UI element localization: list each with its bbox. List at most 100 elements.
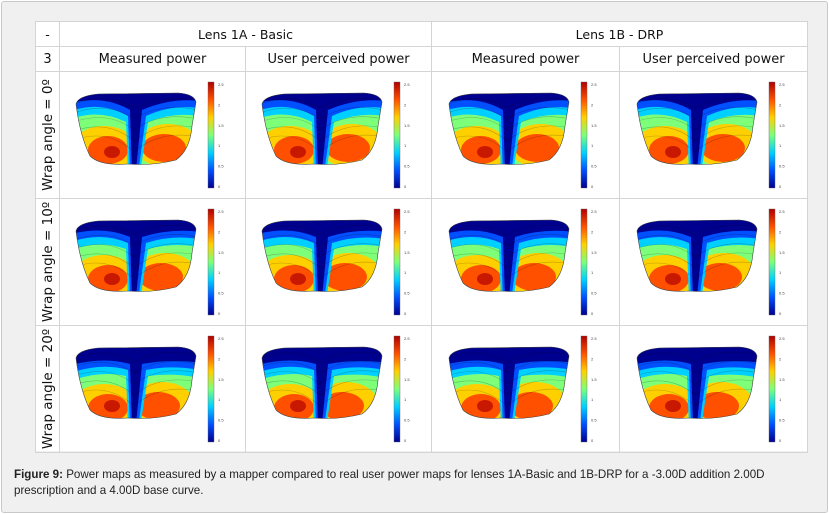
colorbar-tick-label: 0.5 (218, 418, 224, 423)
power-map-cell: 2.5 2 1.5 1 0.5 0 (59, 198, 246, 326)
colorbar-tick-label: 1.5 (591, 250, 597, 255)
colorbar-tick-label: 1 (591, 143, 594, 148)
colorbar-tick-label: 0 (779, 311, 782, 316)
colorbar-tick-label: 1 (218, 397, 221, 402)
colorbar-tick-label: 0 (591, 438, 594, 443)
colorbar-tick-label: 2.5 (591, 82, 597, 87)
figure-caption: Figure 9: Power maps as measured by a ma… (14, 467, 819, 499)
colorbar-tick-label: 1.5 (779, 377, 785, 382)
colorbar-tick-label: 0.5 (218, 291, 224, 296)
colorbar-tick-label: 2.5 (779, 82, 785, 87)
colorbar-tick-label: 1 (404, 397, 407, 402)
row-label: Wrap angle = 10º (39, 201, 56, 323)
power-map-image: 2.5 2 1.5 1 0.5 0 (75, 81, 224, 189)
lens-1b-header: Lens 1B - DRP (431, 21, 808, 47)
colorbar-tick-label: 1.5 (779, 123, 785, 128)
colorbar-tick-label: 0.5 (779, 164, 785, 169)
colorbar-tick-label: 1 (404, 270, 407, 275)
colorbar-tick-label: 2 (779, 102, 782, 107)
power-map-cell: 2.5 2 1.5 1 0.5 0 (619, 198, 808, 326)
colorbar-tick-label: 1 (779, 143, 782, 148)
power-map-cell: 2.5 2 1.5 1 0.5 0 (619, 71, 808, 199)
power-map-cell: 2.5 2 1.5 1 0.5 0 (59, 71, 246, 199)
power-map-image: 2.5 2 1.5 1 0.5 0 (636, 335, 785, 443)
colorbar-tick-label: 0 (404, 184, 407, 189)
colorbar-tick-label: 1.5 (404, 123, 410, 128)
lens-1a-header: Lens 1A - Basic (59, 21, 432, 47)
colorbar-tick-label: 1.5 (218, 377, 224, 382)
power-map-image: 2.5 2 1.5 1 0.5 0 (448, 208, 597, 316)
power-map-cell: 2.5 2 1.5 1 0.5 0 (245, 198, 432, 326)
figure-panel: - Lens 1A - Basic Lens 1B - DRP 3 Measur… (35, 21, 808, 453)
colorbar-tick-label: 2.5 (404, 209, 410, 214)
colorbar-tick-label: 0 (218, 311, 221, 316)
row-label-cell: Wrap angle = 0º (35, 71, 60, 199)
colorbar-tick-label: 2 (218, 102, 221, 107)
power-map-cell: 2.5 2 1.5 1 0.5 0 (245, 71, 432, 199)
colorbar-tick-label: 2 (779, 229, 782, 234)
row-label: Wrap angle = 0º (39, 79, 56, 191)
colorbar-tick-label: 1.5 (404, 377, 410, 382)
colorbar-tick-label: 0.5 (404, 291, 410, 296)
colorbar-tick-label: 0.5 (404, 164, 410, 169)
colorbar-tick-label: 2 (404, 356, 407, 361)
colorbar-tick-label: 0 (218, 438, 221, 443)
colorbar-tick-label: 2.5 (218, 82, 224, 87)
column-header: Measured power (431, 46, 620, 72)
colorbar-tick-label: 2 (591, 356, 594, 361)
caption-label: Figure 9: (14, 468, 63, 481)
colorbar-tick-label: 2.5 (779, 336, 785, 341)
row-label-cell: Wrap angle = 10º (35, 198, 60, 326)
colorbar-tick-label: 0.5 (591, 418, 597, 423)
row-label-cell: Wrap angle = 20º (35, 325, 60, 453)
colorbar-tick-label: 0 (779, 184, 782, 189)
colorbar-tick-label: 0.5 (591, 291, 597, 296)
colorbar-tick-label: 0.5 (404, 418, 410, 423)
colorbar-tick-label: 1.5 (591, 377, 597, 382)
colorbar-tick-label: 1 (779, 270, 782, 275)
power-map-image: 2.5 2 1.5 1 0.5 0 (261, 335, 410, 443)
colorbar-tick-label: 1.5 (218, 250, 224, 255)
colorbar-tick-label: 2.5 (218, 209, 224, 214)
colorbar-tick-label: 1 (218, 143, 221, 148)
power-map-image: 2.5 2 1.5 1 0.5 0 (448, 81, 597, 189)
colorbar-tick-label: 0 (404, 438, 407, 443)
power-map-image: 2.5 2 1.5 1 0.5 0 (261, 208, 410, 316)
corner-row2-cell: 3 (35, 46, 60, 72)
column-header: Measured power (59, 46, 246, 72)
colorbar-tick-label: 0.5 (591, 164, 597, 169)
colorbar-tick-label: 2.5 (591, 336, 597, 341)
colorbar-tick-label: 0 (591, 184, 594, 189)
colorbar-tick-label: 0.5 (218, 164, 224, 169)
colorbar-tick-label: 2.5 (218, 336, 224, 341)
power-map-image: 2.5 2 1.5 1 0.5 0 (636, 81, 785, 189)
row-label: Wrap angle = 20º (39, 328, 56, 450)
colorbar-tick-label: 1 (404, 143, 407, 148)
colorbar-tick-label: 2.5 (404, 336, 410, 341)
corner-top-cell: - (35, 21, 60, 47)
colorbar-tick-label: 2 (218, 356, 221, 361)
colorbar-tick-label: 2 (779, 356, 782, 361)
colorbar-tick-label: 2 (404, 229, 407, 234)
colorbar-tick-label: 1.5 (404, 250, 410, 255)
colorbar-tick-label: 0 (404, 311, 407, 316)
power-map-cell: 2.5 2 1.5 1 0.5 0 (431, 198, 620, 326)
colorbar-tick-label: 2 (591, 229, 594, 234)
power-map-cell: 2.5 2 1.5 1 0.5 0 (619, 325, 808, 453)
colorbar-tick-label: 0 (779, 438, 782, 443)
colorbar-tick-label: 1 (591, 397, 594, 402)
power-map-image: 2.5 2 1.5 1 0.5 0 (75, 335, 224, 443)
power-map-image: 2.5 2 1.5 1 0.5 0 (636, 208, 785, 316)
power-map-cell: 2.5 2 1.5 1 0.5 0 (59, 325, 246, 453)
colorbar-tick-label: 0.5 (779, 291, 785, 296)
colorbar-tick-label: 1.5 (779, 250, 785, 255)
colorbar-tick-label: 0.5 (779, 418, 785, 423)
power-map-image: 2.5 2 1.5 1 0.5 0 (261, 81, 410, 189)
colorbar-tick-label: 2.5 (404, 82, 410, 87)
power-map-cell: 2.5 2 1.5 1 0.5 0 (431, 325, 620, 453)
colorbar-tick-label: 1 (591, 270, 594, 275)
colorbar-tick-label: 2 (591, 102, 594, 107)
power-map-image: 2.5 2 1.5 1 0.5 0 (75, 208, 224, 316)
colorbar-tick-label: 1.5 (218, 123, 224, 128)
